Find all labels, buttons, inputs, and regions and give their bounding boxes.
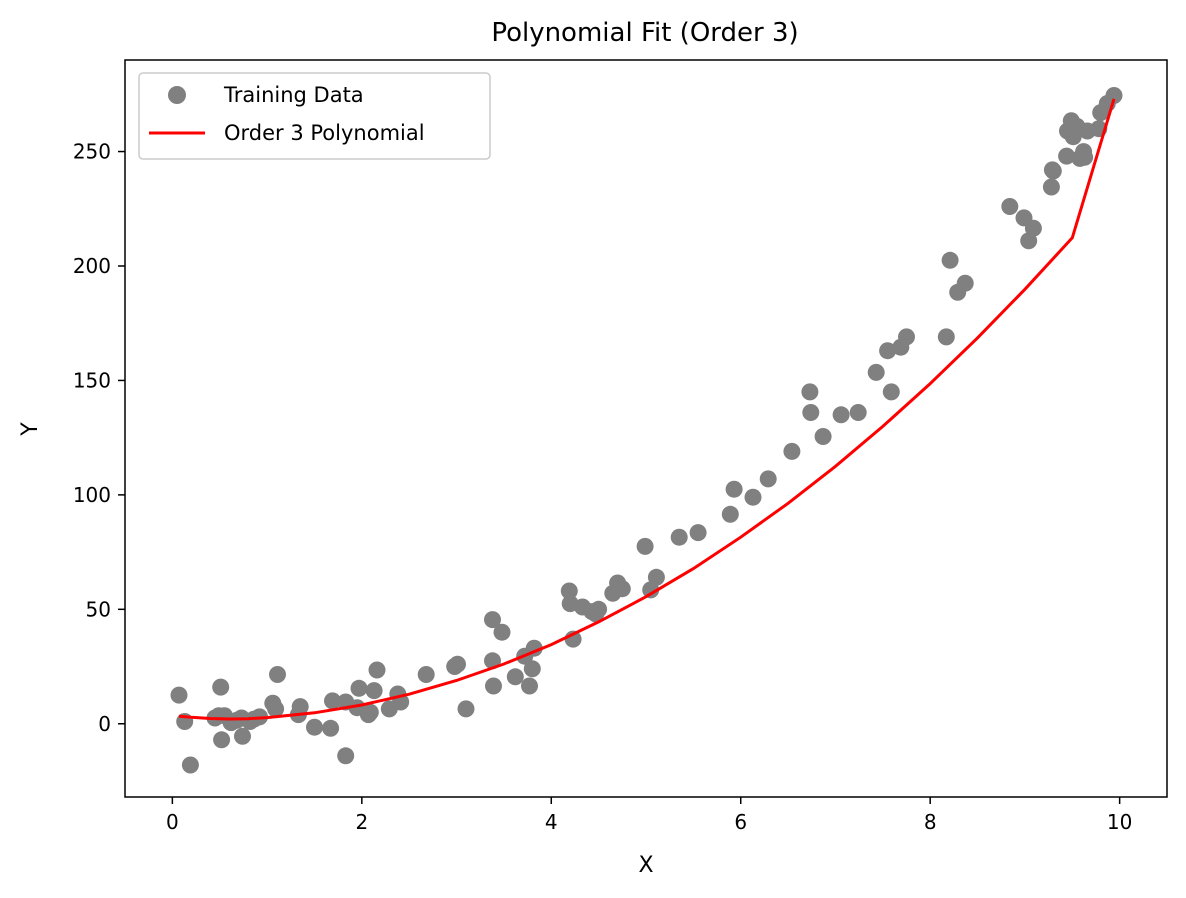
y-axis: 0 50 100 150 200 250 <box>73 140 125 736</box>
y-tick-label: 50 <box>86 597 111 621</box>
data-point <box>1024 219 1042 237</box>
x-axis: 0 2 4 6 8 10 <box>166 797 1132 834</box>
data-point <box>350 679 368 697</box>
plot-area <box>170 87 1123 774</box>
data-point <box>234 727 251 745</box>
y-tick-label: 0 <box>98 712 111 736</box>
data-point <box>493 623 511 641</box>
data-point <box>269 666 286 683</box>
data-point <box>337 747 355 765</box>
data-point <box>689 524 707 542</box>
data-point <box>783 442 801 460</box>
data-point <box>802 404 820 421</box>
data-point <box>361 703 379 721</box>
data-point <box>506 668 524 686</box>
data-point <box>879 342 897 360</box>
y-tick-label: 150 <box>73 368 111 392</box>
y-tick-label: 200 <box>73 254 111 278</box>
data-point <box>882 383 900 401</box>
data-point <box>849 404 867 421</box>
data-point <box>368 661 386 679</box>
legend-box <box>138 72 491 160</box>
data-point <box>1042 178 1060 196</box>
data-point <box>1076 148 1094 166</box>
data-point <box>457 700 475 718</box>
chart-title: Polynomial Fit (Order 3) <box>491 18 798 48</box>
data-point <box>306 718 323 736</box>
polynomial-fit-line <box>178 98 1116 721</box>
data-point <box>590 600 608 618</box>
data-point <box>725 480 743 498</box>
data-point <box>613 580 631 598</box>
data-point <box>485 677 502 695</box>
x-tick-label: 6 <box>734 810 747 834</box>
data-point <box>670 528 688 546</box>
data-point <box>324 692 341 710</box>
x-tick-label: 0 <box>166 810 179 834</box>
legend: Training Data Order 3 Polynomial <box>138 72 491 160</box>
data-point <box>484 611 501 629</box>
data-point <box>744 488 762 506</box>
data-point <box>213 731 231 749</box>
x-tick-label: 10 <box>1107 810 1132 834</box>
plot-frame <box>124 59 1168 798</box>
data-point <box>1105 87 1123 104</box>
data-point <box>1001 198 1019 215</box>
x-tick-label: 4 <box>545 810 558 834</box>
x-tick-label: 2 <box>355 810 368 834</box>
data-point <box>898 328 915 346</box>
data-point <box>1058 147 1076 165</box>
data-point <box>365 682 383 700</box>
data-point <box>212 678 230 696</box>
data-point <box>721 505 739 523</box>
legend-label-polynomial: Order 3 Polynomial <box>224 121 425 145</box>
data-point <box>322 719 340 737</box>
y-tick-label: 250 <box>73 140 111 164</box>
data-point <box>181 756 199 774</box>
data-point <box>1044 162 1062 180</box>
data-point <box>956 274 974 292</box>
data-point <box>417 666 435 683</box>
data-point <box>267 700 285 718</box>
data-point <box>170 686 188 704</box>
data-point <box>832 406 850 424</box>
data-point <box>647 568 665 586</box>
data-point <box>937 328 955 346</box>
data-point <box>759 470 777 488</box>
data-point <box>523 660 541 678</box>
legend-marker-training-data <box>168 86 186 104</box>
x-axis-label: X <box>638 853 653 878</box>
x-tick-label: 8 <box>924 810 937 834</box>
data-point <box>636 537 654 555</box>
data-point <box>801 383 819 401</box>
data-point <box>521 677 538 695</box>
legend-label-training-data: Training Data <box>223 83 364 107</box>
data-point <box>560 582 578 600</box>
data-point <box>867 363 885 381</box>
y-tick-label: 100 <box>73 483 111 507</box>
y-axis-label: Y <box>18 422 43 437</box>
data-point <box>941 251 959 269</box>
data-point <box>449 655 466 673</box>
data-point <box>291 698 309 716</box>
data-point <box>814 428 832 445</box>
